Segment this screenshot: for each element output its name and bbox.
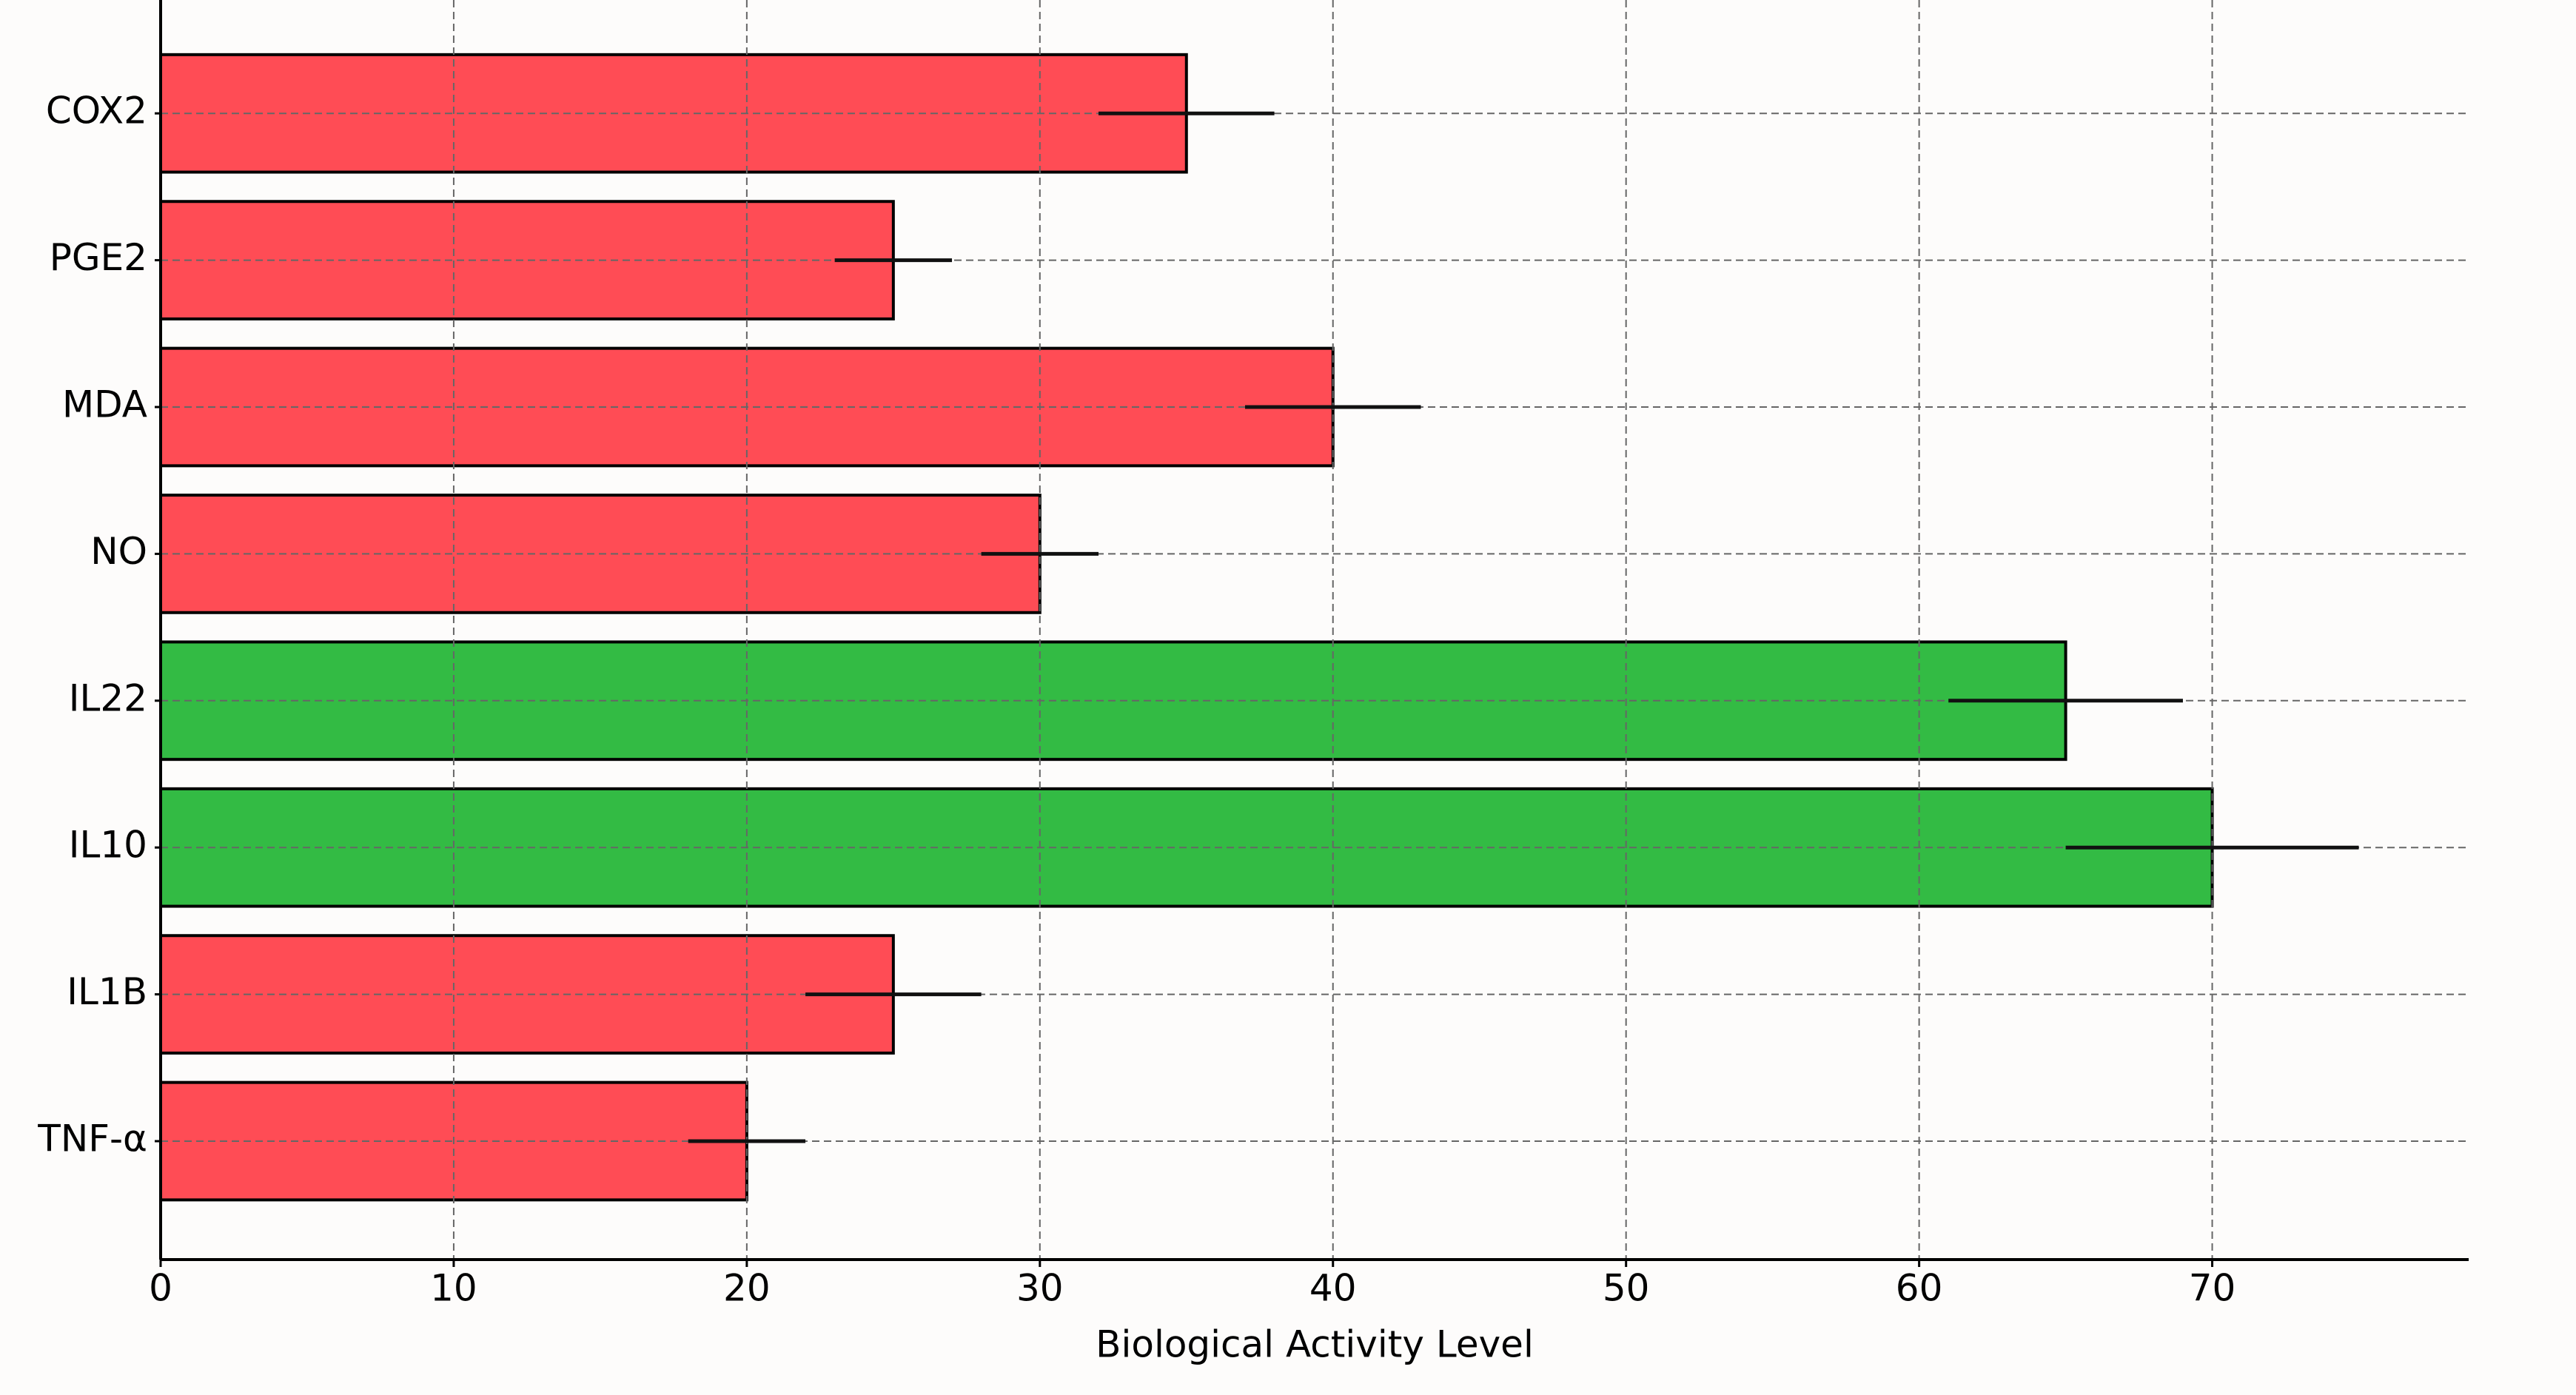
y-tick-label: COX2: [46, 90, 147, 132]
x-tick-label: 40: [1309, 1267, 1357, 1310]
y-tick-label: NO: [90, 530, 147, 573]
x-tick-label: 30: [1016, 1267, 1064, 1310]
y-tick-label: TNF-α: [37, 1117, 147, 1160]
x-tick-label: 60: [1896, 1267, 1943, 1310]
y-tick-label: PGE2: [50, 236, 147, 279]
x-tick-label: 10: [430, 1267, 477, 1310]
x-tick-label: 0: [149, 1267, 172, 1310]
x-axis-label: Biological Activity Level: [1096, 1323, 1534, 1366]
y-tick-label: IL10: [69, 824, 147, 867]
x-tick-label: 20: [723, 1267, 771, 1310]
x-tick-label: 50: [1603, 1267, 1650, 1310]
y-tick-label: IL22: [69, 676, 147, 719]
x-tick-label: 70: [2189, 1267, 2236, 1310]
y-tick-label: IL1B: [67, 970, 147, 1013]
y-tick-label: MDA: [62, 383, 147, 426]
